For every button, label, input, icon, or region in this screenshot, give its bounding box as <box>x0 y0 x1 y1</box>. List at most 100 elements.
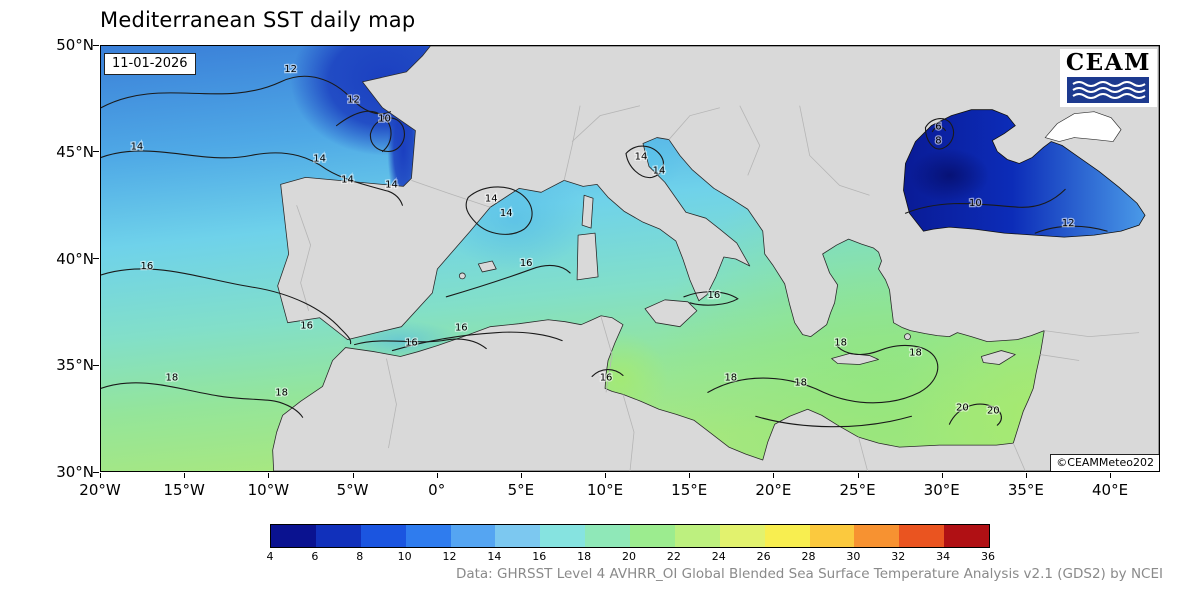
contour-label: 18 <box>794 377 807 388</box>
x-axis-tick <box>857 473 859 478</box>
x-axis-tick-label: 5°E <box>507 481 535 499</box>
colorbar-segment <box>944 525 989 547</box>
colorbar-tick-label: 28 <box>801 550 816 563</box>
x-axis-tick <box>689 473 691 478</box>
x-axis-tick <box>184 473 186 478</box>
colorbar-tick-label: 34 <box>936 550 951 563</box>
colorbar-segment <box>495 525 541 547</box>
colorbar-segment <box>899 525 945 547</box>
contour-label: 18 <box>275 387 288 398</box>
contour-label: 16 <box>405 338 418 349</box>
contour-label: 18 <box>909 348 922 359</box>
x-axis-tick-label: 15°W <box>163 481 205 499</box>
island-rhodes <box>904 333 911 341</box>
y-axis-tick-label: 45°N <box>56 142 94 161</box>
contour-label: 14 <box>341 174 354 185</box>
x-axis-tick-label: 20°W <box>79 481 121 499</box>
colorbar-segment <box>540 525 586 547</box>
country-borders <box>296 105 1140 471</box>
y-axis-tick <box>93 364 99 366</box>
contour-label: 14 <box>131 142 144 153</box>
colorbar-tick-label: 26 <box>756 550 771 563</box>
contour-label: 16 <box>141 261 154 272</box>
island-cyprus <box>980 350 1016 365</box>
contour-label: 10 <box>969 198 982 209</box>
ceam-logo-text: CEAM <box>1065 49 1151 76</box>
colorbar-segment <box>854 525 900 547</box>
colorbar-segment <box>764 525 811 547</box>
colorbar-tick-label: 24 <box>711 550 726 563</box>
x-axis-tick <box>1025 473 1027 478</box>
contour-label: 14 <box>500 208 513 219</box>
x-axis-tick <box>1110 473 1112 478</box>
x-axis-tick-label: 35°E <box>1007 481 1044 499</box>
colorbar-tick-label: 30 <box>846 550 861 563</box>
colorbar <box>270 524 990 548</box>
y-axis-tick-label: 40°N <box>56 249 94 268</box>
contour-label: 10 <box>378 114 391 125</box>
colorbar-tick-label: 10 <box>397 550 412 563</box>
contour-label: 12 <box>347 95 360 106</box>
map-frame: 12 12 10 14 14 14 14 16 16 18 18 14 14 1… <box>100 45 1160 472</box>
x-axis-tick-label: 10°W <box>247 481 290 499</box>
y-axis-tick <box>93 151 99 153</box>
contour-label: 18 <box>166 372 179 383</box>
ceam-logo: CEAM <box>1059 49 1157 107</box>
page-title: Mediterranean SST daily map <box>100 8 416 32</box>
colorbar-segment <box>630 525 676 547</box>
colorbar-tick-label: 8 <box>356 550 364 563</box>
x-axis-tick-label: 0° <box>428 481 446 499</box>
colorbar-tick-label: 12 <box>442 550 457 563</box>
x-axis-tick <box>100 473 101 478</box>
black-sea <box>903 109 1146 238</box>
x-axis-tick-label: 30°E <box>923 481 960 499</box>
contour-label: 20 <box>956 402 969 413</box>
x-axis-tick-label: 10°E <box>586 481 624 499</box>
x-axis-tick <box>352 473 354 478</box>
sea-of-azov <box>1044 111 1122 142</box>
x-axis-tick <box>941 473 943 478</box>
contour-label: 16 <box>455 323 468 334</box>
island-corsica <box>581 194 594 229</box>
colorbar-tick-label: 6 <box>311 550 319 563</box>
colorbar-tick-label: 14 <box>487 550 502 563</box>
island-mallorca <box>477 260 497 273</box>
copyright-badge: ©CEAMMeteo202 <box>1050 453 1159 471</box>
data-attribution: Data: GHRSST Level 4 AVHRR_OI Global Ble… <box>455 566 1163 582</box>
contour-label: 18 <box>724 372 737 383</box>
contour-label: 16 <box>300 321 313 332</box>
colorbar-tick-label: 18 <box>577 550 592 563</box>
date-badge: 11-01-2026 <box>104 53 196 75</box>
x-axis-tick-label: 5°W <box>336 481 369 499</box>
ceam-wave-icon <box>1067 77 1150 103</box>
colorbar-tick-label: 20 <box>622 550 636 563</box>
colorbar-labels: 4 6 8 10 12 14 16 18 20 22 24 26 28 30 32 34 36 <box>267 550 996 564</box>
y-axis-tick-label: 35°N <box>56 356 94 375</box>
contour-label: 14 <box>313 153 326 164</box>
contour-label: 16 <box>707 290 720 301</box>
y-axis-tick <box>93 471 99 473</box>
contour-label: 8 <box>935 136 941 147</box>
y-axis-tick-label: 50°N <box>56 36 94 54</box>
colorbar-segment <box>405 525 452 547</box>
colorbar-segment <box>809 525 855 547</box>
x-axis-tick <box>773 473 775 478</box>
contour-label: 14 <box>485 193 498 204</box>
contour-label: 20 <box>987 405 1000 416</box>
contour-label: 16 <box>600 372 613 383</box>
island-sardinia <box>576 232 599 281</box>
island-sicily <box>644 299 698 328</box>
colorbar-tick-label: 32 <box>891 550 906 563</box>
contour-label: 18 <box>834 338 847 349</box>
contour-label: 16 <box>520 258 533 269</box>
colorbar-segment <box>315 525 362 547</box>
colorbar-tick-label: 22 <box>666 550 681 563</box>
contour-label: 14 <box>635 151 648 162</box>
y-axis-tick <box>93 44 99 46</box>
island-ibiza <box>458 272 466 280</box>
colorbar-tick-label: 16 <box>532 550 547 563</box>
x-axis-tick <box>268 473 270 478</box>
x-axis-tick <box>436 473 438 478</box>
colorbar-segment <box>271 525 317 547</box>
